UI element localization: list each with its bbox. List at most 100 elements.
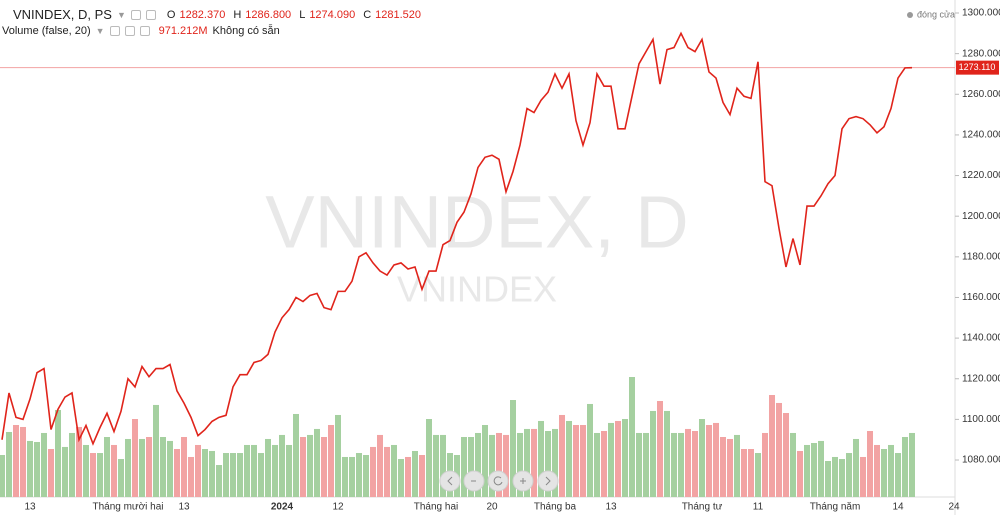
volume-bar xyxy=(391,444,397,497)
icon[interactable] xyxy=(130,9,141,20)
volume-bar xyxy=(244,444,250,497)
volume-bar xyxy=(643,432,649,497)
volume-bar xyxy=(790,432,796,497)
volume-bar xyxy=(846,453,852,497)
volume-bar xyxy=(272,444,278,497)
ohlc-value: 1274.090 xyxy=(309,8,356,21)
volume-bar xyxy=(20,426,26,497)
volume-bar xyxy=(321,437,327,497)
volume-bar xyxy=(657,401,663,497)
x-tick-label: 2024 xyxy=(271,502,294,513)
volume-bar xyxy=(496,432,502,497)
volume-bar xyxy=(608,422,614,497)
volume-bar xyxy=(398,459,404,497)
y-tick-label: 1240.000 xyxy=(962,130,1000,141)
volume-bar xyxy=(139,438,145,497)
ohlc-label: C xyxy=(363,8,372,21)
volume-bar xyxy=(188,456,194,497)
volume-bar xyxy=(468,437,474,497)
volume-bar xyxy=(755,453,761,497)
volume-bar xyxy=(237,453,243,497)
volume-bar xyxy=(76,426,82,497)
volume-bar xyxy=(559,414,565,497)
icon[interactable] xyxy=(145,9,156,20)
toolbar-icons xyxy=(447,476,551,486)
price-axis-bg xyxy=(955,0,1000,515)
x-tick-label: 20 xyxy=(486,502,498,513)
dropdown[interactable]: ▼ xyxy=(116,9,126,20)
volume-bar xyxy=(293,413,299,497)
volume-bar xyxy=(720,437,726,497)
volume-bar xyxy=(195,444,201,497)
volume-bar xyxy=(41,432,47,497)
x-tick-label: 24 xyxy=(948,502,960,513)
volume-bar xyxy=(909,432,915,497)
volume-bar xyxy=(475,432,481,497)
ohlc-item: C 1281.520 xyxy=(363,9,421,21)
ohlc-label: H xyxy=(233,8,242,21)
volume-bar xyxy=(90,453,96,497)
y-tick-label: 1300.000 xyxy=(962,8,1000,19)
volume-bar xyxy=(69,432,75,497)
volume-bar xyxy=(503,434,509,497)
toolbar xyxy=(439,470,559,492)
volume-bar xyxy=(125,438,131,497)
icon[interactable] xyxy=(139,26,150,36)
y-tick-label: 1200.000 xyxy=(962,211,1000,222)
volume-bar xyxy=(734,434,740,497)
volume-bar xyxy=(258,453,264,497)
header-row: VNINDEX, D, PS ▼ O 1282.370 H 1286.800 L 1274… xyxy=(2,7,421,22)
icon[interactable] xyxy=(109,26,120,36)
volume-bar xyxy=(895,453,901,497)
volume-bar xyxy=(636,432,642,497)
ohlc-item: H 1286.800 xyxy=(233,9,291,21)
volume-bar xyxy=(153,404,159,497)
volume-bar xyxy=(832,456,838,497)
volume-bar xyxy=(419,455,425,497)
x-tick-label: Tháng hai xyxy=(414,502,458,513)
volume-bar xyxy=(867,431,873,497)
dropdown[interactable]: ▼ xyxy=(95,26,105,36)
price-label-bg xyxy=(956,60,999,75)
volume-bar xyxy=(335,414,341,497)
x-tick-label: 14 xyxy=(892,502,904,513)
scroll-right[interactable] xyxy=(537,470,559,492)
volume-bar xyxy=(853,438,859,497)
volume-bar xyxy=(174,449,180,497)
scroll-left[interactable] xyxy=(439,470,461,492)
x-tick-label: 13 xyxy=(178,502,190,513)
volume-bar xyxy=(629,377,635,497)
x-tick-label: 11 xyxy=(753,502,764,513)
volume-bar xyxy=(223,453,229,497)
volume-bar xyxy=(825,461,831,497)
y-tick-label: 1120.000 xyxy=(962,373,1000,384)
volume-bar xyxy=(741,449,747,497)
watermark-sub: VNINDEX xyxy=(397,269,557,310)
ohlc-label: L xyxy=(299,8,306,21)
volume-bar xyxy=(692,431,698,497)
volume-bar xyxy=(545,431,551,497)
icon[interactable] xyxy=(124,26,135,36)
volume-bar xyxy=(524,428,530,497)
volume-bar xyxy=(6,431,12,497)
volume-bar xyxy=(811,443,817,497)
volume-bar xyxy=(363,455,369,497)
volume-bar xyxy=(804,444,810,497)
ohlc-value: 1281.520 xyxy=(375,8,422,21)
legend-label: đóng cửa xyxy=(917,9,955,19)
volume-bar xyxy=(83,444,89,497)
volume-bar xyxy=(48,449,54,497)
x-tick-label: Tháng năm xyxy=(810,502,861,513)
volume-bar xyxy=(748,449,754,497)
volume-bar xyxy=(279,434,285,497)
reset[interactable] xyxy=(487,470,509,492)
ohlc-label: O xyxy=(166,8,176,21)
volume-bar xyxy=(538,420,544,497)
volume-title: Volume (false, 20) xyxy=(2,25,91,37)
volume-bar xyxy=(146,437,152,497)
ohlc-value: 1286.800 xyxy=(245,8,292,21)
volume-bar xyxy=(601,431,607,497)
volume-bar xyxy=(580,425,586,497)
ohlc-item: L 1274.090 xyxy=(299,9,355,21)
